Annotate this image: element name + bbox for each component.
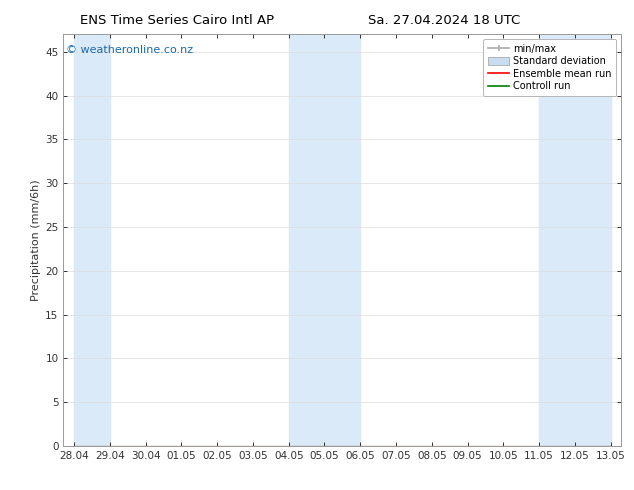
Text: ENS Time Series Cairo Intl AP: ENS Time Series Cairo Intl AP: [81, 14, 275, 27]
Y-axis label: Precipitation (mm/6h): Precipitation (mm/6h): [31, 179, 41, 301]
Text: © weatheronline.co.nz: © weatheronline.co.nz: [66, 45, 193, 54]
Text: Sa. 27.04.2024 18 UTC: Sa. 27.04.2024 18 UTC: [368, 14, 520, 27]
Bar: [539, 34, 611, 446]
Legend: min/max, Standard deviation, Ensemble mean run, Controll run: min/max, Standard deviation, Ensemble me…: [483, 39, 616, 96]
Bar: [74, 34, 110, 446]
Bar: [288, 34, 360, 446]
